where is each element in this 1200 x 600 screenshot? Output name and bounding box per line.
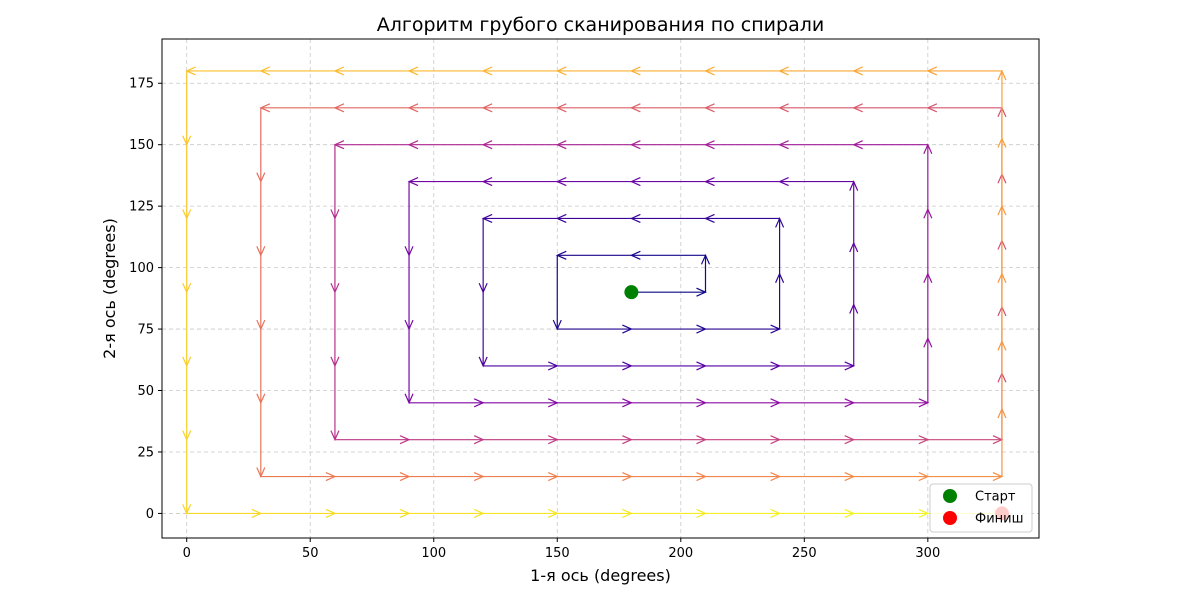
x-tick-label: 200	[668, 546, 693, 561]
scan-path	[182, 66, 1007, 518]
legend-start-marker	[943, 489, 957, 503]
y-tick-label: 100	[129, 261, 154, 276]
start-marker	[624, 285, 639, 300]
x-tick-label: 50	[302, 546, 319, 561]
legend-finish-marker	[943, 511, 957, 525]
legend-start-label: Старт	[975, 490, 1016, 505]
y-tick-label: 50	[137, 384, 154, 399]
x-tick-label: 150	[545, 546, 570, 561]
plot-frame	[161, 38, 1040, 539]
y-axis-ticks: 0 25 50 75 100 125 150 175	[129, 77, 162, 522]
y-axis-label: 2-я ось (degrees)	[100, 218, 119, 359]
y-tick-label: 75	[137, 323, 154, 338]
x-axis-label: 1-я ось (degrees)	[530, 566, 671, 585]
x-axis-ticks: 0 50 100 150 200 250 300	[183, 538, 940, 561]
x-tick-label: 100	[421, 546, 446, 561]
y-tick-label: 0	[146, 507, 154, 522]
y-tick-label: 150	[129, 138, 154, 153]
x-tick-label: 0	[183, 546, 191, 561]
y-tick-label: 175	[129, 77, 154, 92]
chart-title: Алгоритм грубого сканирования по спирали	[377, 14, 824, 36]
legend: Старт Финиш	[929, 483, 1033, 533]
x-tick-label: 250	[792, 546, 817, 561]
y-tick-label: 125	[129, 200, 154, 215]
y-tick-label: 25	[137, 445, 154, 460]
x-tick-label: 300	[915, 546, 940, 561]
legend-finish-label: Финиш	[975, 512, 1023, 527]
